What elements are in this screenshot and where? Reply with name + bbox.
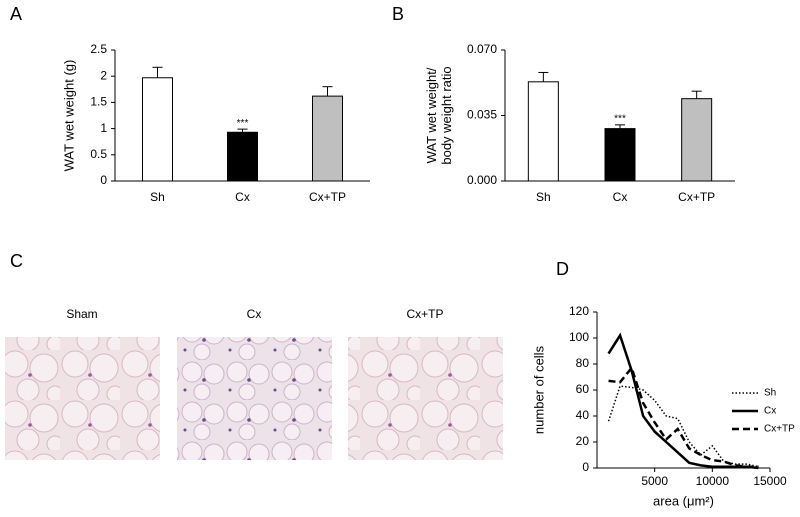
x-tick-label: 10000: [696, 474, 730, 488]
x-tick-label: Sh: [150, 190, 165, 204]
y-tick-label: 0.5: [90, 147, 107, 161]
image-title: Cx: [247, 307, 262, 321]
y-tick-label: 2.5: [90, 42, 107, 56]
y-tick-label: 1: [100, 121, 107, 135]
y-tick-label: 60: [576, 382, 590, 396]
bar: [142, 77, 173, 182]
y-tick-label: 0.070: [467, 42, 497, 56]
histology-image: [5, 337, 160, 460]
y-tick-label: 0: [582, 460, 589, 474]
bar: [527, 81, 559, 182]
y-tick-label: 80: [576, 356, 590, 370]
panel-label: B: [392, 4, 404, 24]
panel-label: C: [10, 251, 23, 271]
x-axis-label: area (μm²): [653, 493, 714, 508]
y-axis-label: WAT wet weight/: [424, 67, 439, 163]
y-axis-label: WAT wet weight (g): [61, 60, 76, 172]
bar: [227, 131, 258, 182]
histology-image: [348, 337, 503, 460]
bar: [604, 128, 636, 182]
series-line: [607, 332, 759, 470]
y-axis-label: number of cells: [531, 345, 546, 434]
panel-label: A: [10, 4, 22, 24]
y-tick-label: 2: [100, 68, 107, 82]
y-tick-label: 100: [569, 330, 589, 344]
series-line: [608, 365, 759, 468]
y-axis-label: body weight ratio: [439, 66, 454, 164]
x-tick-label: Sh: [536, 190, 551, 204]
x-tick-label: Cx: [235, 190, 250, 204]
legend-label: Sh: [764, 388, 776, 399]
image-title: Sham: [66, 307, 97, 321]
y-tick-label: 1.5: [90, 95, 107, 109]
series-line: [607, 385, 759, 468]
y-tick-label: 20: [576, 434, 590, 448]
image-title: Cx+TP: [406, 307, 443, 321]
bar: [681, 98, 713, 182]
y-tick-label: 0.000: [467, 173, 497, 187]
y-tick-label: 0: [100, 173, 107, 187]
x-tick-label: 15000: [753, 474, 787, 488]
x-tick-label: Cx: [613, 190, 628, 204]
y-tick-label: 40: [576, 408, 590, 422]
x-tick-label: Cx+TP: [678, 190, 715, 204]
y-tick-label: 120: [569, 304, 589, 318]
significance: ***: [237, 118, 249, 129]
histology-image: [177, 337, 332, 460]
legend-label: Cx: [764, 406, 776, 417]
x-tick-label: 5000: [641, 474, 668, 488]
legend-label: Cx+TP: [764, 424, 795, 435]
significance: ***: [614, 113, 626, 124]
panel-label: D: [556, 259, 569, 279]
x-tick-label: Cx+TP: [309, 190, 346, 204]
y-tick-label: 0.035: [467, 108, 497, 122]
bar: [312, 95, 343, 182]
